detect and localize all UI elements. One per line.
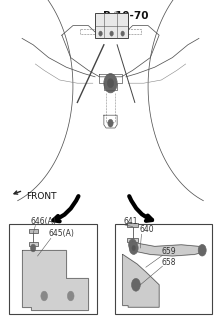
Circle shape: [129, 239, 137, 251]
Circle shape: [99, 31, 102, 36]
FancyArrowPatch shape: [129, 196, 152, 221]
Text: FRONT: FRONT: [27, 192, 57, 201]
Polygon shape: [123, 254, 159, 307]
Circle shape: [121, 31, 124, 36]
Bar: [115, 224, 212, 314]
Circle shape: [104, 74, 117, 93]
Text: 659: 659: [161, 247, 176, 256]
Circle shape: [132, 245, 135, 251]
FancyArrowPatch shape: [53, 196, 78, 221]
Circle shape: [129, 242, 138, 254]
Circle shape: [107, 79, 114, 88]
Bar: [9, 224, 97, 314]
Circle shape: [198, 244, 206, 256]
Text: B-19-70: B-19-70: [103, 11, 149, 21]
Bar: [95, 13, 128, 38]
Bar: [29, 242, 38, 246]
Bar: [127, 223, 138, 227]
Circle shape: [131, 278, 140, 291]
Circle shape: [41, 291, 48, 301]
Bar: [127, 238, 138, 242]
Polygon shape: [131, 242, 203, 256]
Polygon shape: [22, 250, 88, 310]
Text: 646(A): 646(A): [31, 217, 57, 226]
Text: 640: 640: [139, 225, 154, 234]
Circle shape: [108, 119, 113, 127]
Text: 641: 641: [124, 217, 138, 226]
Text: 658: 658: [161, 258, 176, 267]
Bar: [29, 229, 38, 233]
Circle shape: [30, 244, 36, 252]
Circle shape: [110, 31, 113, 36]
Circle shape: [67, 291, 74, 301]
Text: 645(A): 645(A): [49, 229, 74, 238]
